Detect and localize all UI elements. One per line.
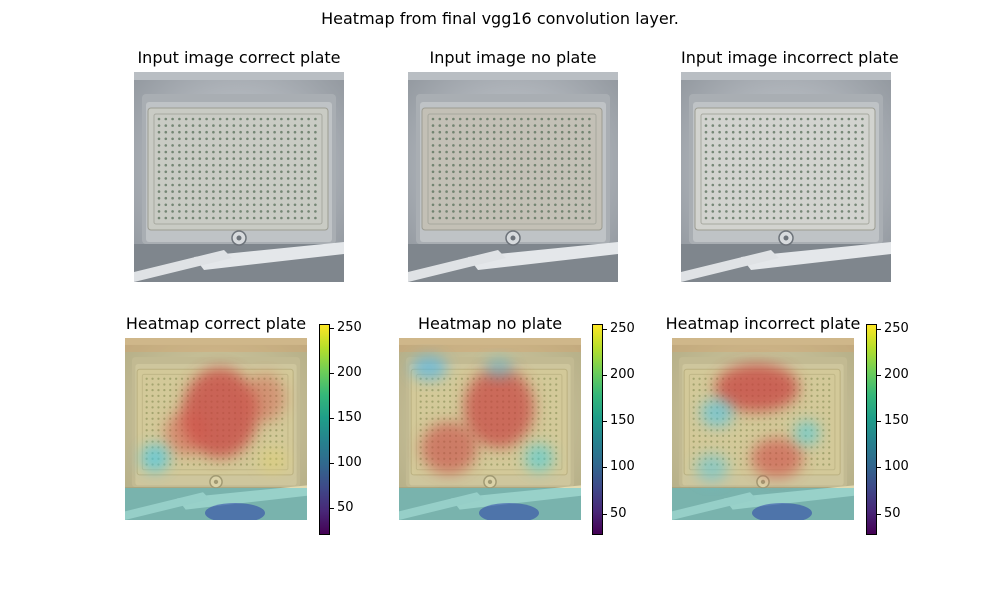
panel-title: Input image correct plate [137,48,341,67]
colorbar-tick [330,373,334,374]
colorbar-tick [330,328,334,329]
colorbar-tick [330,508,334,509]
colorbar-tick [877,467,881,468]
colorbar-tick [603,514,607,515]
colorbar-tick-label: 100 [337,455,362,470]
colorbar-tick-label: 150 [610,413,635,428]
colorbar [592,324,603,535]
colorbar-tick-label: 100 [610,459,635,474]
colorbar-tick-label: 50 [610,506,627,521]
heatmap-incorrect-plate [672,338,854,520]
panel-title: Heatmap incorrect plate [665,314,861,333]
colorbar-tick-label: 250 [337,320,362,335]
colorbar-tick-label: 50 [337,500,354,515]
colorbar-tick-label: 150 [884,413,909,428]
panel-title: Heatmap no plate [417,314,563,333]
colorbar-tick-label: 50 [884,506,901,521]
panel-title: Input image incorrect plate [681,48,899,67]
colorbar-tick-label: 250 [884,321,909,336]
colorbar-tick-label: 200 [610,367,635,382]
colorbar-tick-label: 250 [610,321,635,336]
colorbar-tick [603,329,607,330]
colorbar-tick [603,421,607,422]
colorbar-tick-label: 200 [337,365,362,380]
colorbar-tick-label: 200 [884,367,909,382]
colorbar-tick-label: 100 [884,459,909,474]
colorbar-tick [877,421,881,422]
panel-title: Heatmap correct plate [125,314,307,333]
colorbar-tick [330,463,334,464]
panel-title: Input image no plate [429,48,597,67]
colorbar-tick [877,329,881,330]
colorbar [319,324,330,535]
figure-title: Heatmap from final vgg16 convolution lay… [321,9,679,28]
heatmap-correct-plate [125,338,307,520]
colorbar-tick-label: 150 [337,410,362,425]
input-image-correct-plate [134,72,344,282]
input-image-incorrect-plate [681,72,891,282]
colorbar-tick [330,418,334,419]
colorbar-tick [603,467,607,468]
colorbar-tick [877,514,881,515]
input-image-no-plate [408,72,618,282]
colorbar-tick [877,375,881,376]
colorbar-tick [603,375,607,376]
colorbar [866,324,877,535]
heatmap-no-plate [399,338,581,520]
